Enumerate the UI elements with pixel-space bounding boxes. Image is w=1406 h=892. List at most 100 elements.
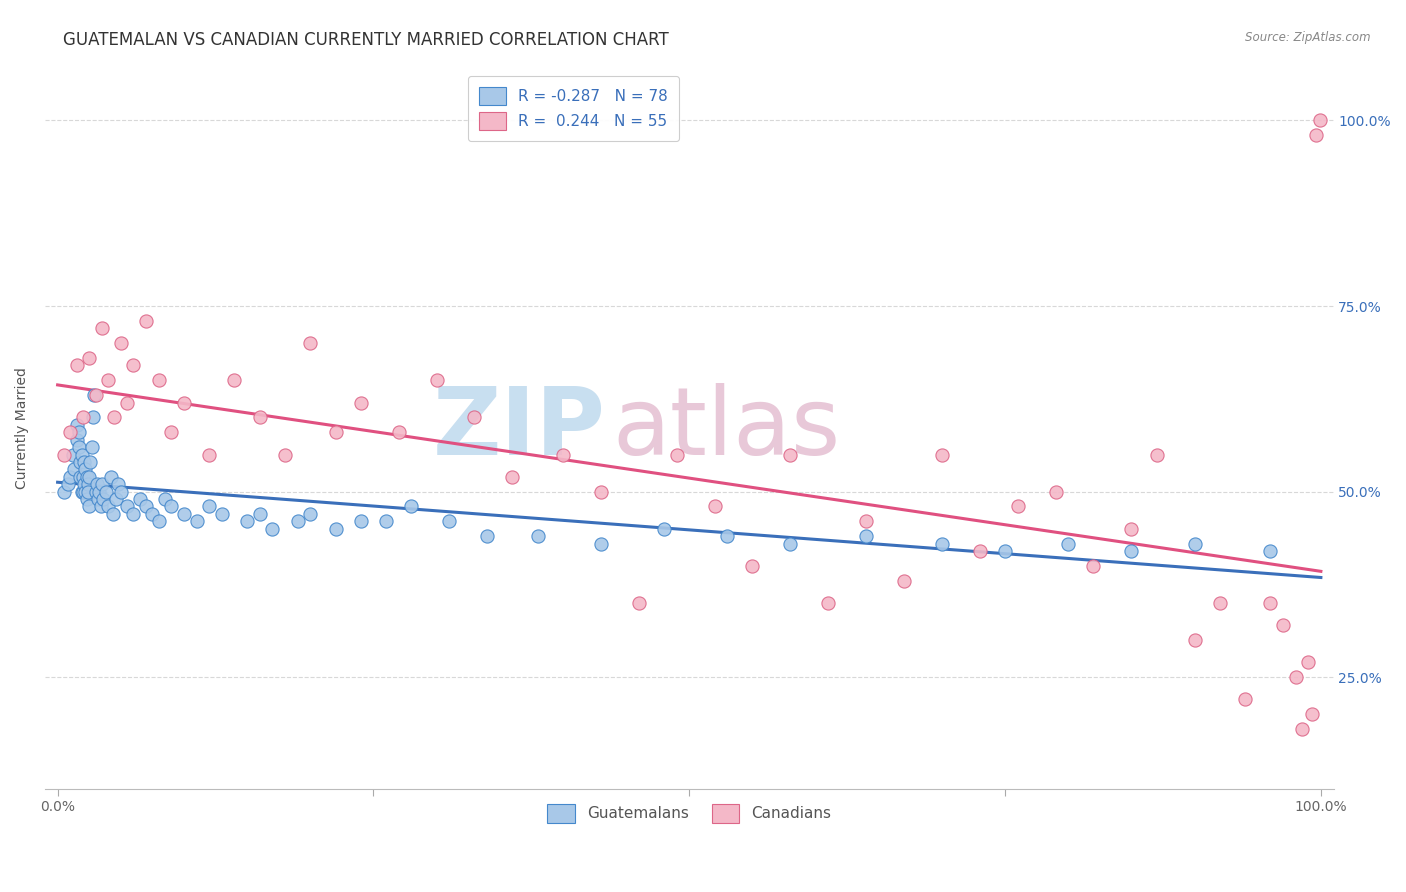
Point [75,484,97,499]
Point [931,536,953,550]
Point [1121,544,1143,558]
Text: ZIP: ZIP [433,383,606,475]
Point [274,448,297,462]
Point [52,448,75,462]
Point [115,395,138,409]
Point [69,469,91,483]
Point [70,448,93,462]
Point [148,373,170,387]
Point [97,500,120,514]
Y-axis label: Currently Married: Currently Married [15,368,30,490]
Point [87,491,110,506]
Point [249,507,271,521]
Point [73,477,96,491]
Point [1007,500,1029,514]
Point [1121,522,1143,536]
Point [1184,536,1206,550]
Point [160,500,183,514]
Point [299,507,322,521]
Point [426,373,449,387]
Point [153,491,176,506]
Point [79,455,101,469]
Point [100,469,122,483]
Point [69,455,91,469]
Point [1209,596,1232,610]
Point [186,514,208,528]
Point [107,477,129,491]
Point [375,514,398,528]
Point [1296,656,1319,670]
Point [77,477,100,491]
Point [56,477,79,491]
Point [77,351,100,365]
Point [627,596,650,610]
Point [855,514,877,528]
Point [59,469,82,483]
Point [931,448,953,462]
Point [91,491,114,506]
Point [1045,484,1067,499]
Point [665,448,688,462]
Point [439,514,461,528]
Point [103,507,125,521]
Point [52,484,75,499]
Point [1234,692,1257,706]
Point [148,514,170,528]
Point [77,500,100,514]
Point [84,484,107,499]
Point [141,507,163,521]
Point [703,500,725,514]
Text: Source: ZipAtlas.com: Source: ZipAtlas.com [1246,31,1371,45]
Point [1260,596,1282,610]
Point [779,448,801,462]
Point [589,536,612,550]
Point [741,558,763,573]
Point [72,484,94,499]
Point [135,500,157,514]
Point [80,440,103,454]
Point [463,410,485,425]
Point [90,321,112,335]
Point [994,544,1017,558]
Point [110,336,132,351]
Point [135,314,157,328]
Point [90,500,112,514]
Point [198,500,221,514]
Point [287,514,309,528]
Point [94,484,117,499]
Point [652,522,675,536]
Point [173,395,195,409]
Point [198,448,221,462]
Point [716,529,738,543]
Point [82,410,104,425]
Point [90,477,112,491]
Point [77,484,100,499]
Point [75,462,97,476]
Point [70,484,93,499]
Point [63,462,86,476]
Text: GUATEMALAN VS CANADIAN CURRENTLY MARRIED CORRELATION CHART: GUATEMALAN VS CANADIAN CURRENTLY MARRIED… [63,31,669,49]
Point [103,410,125,425]
Point [65,359,87,373]
Point [59,425,82,440]
Point [160,425,183,440]
Point [67,440,90,454]
Point [1184,633,1206,648]
Point [76,491,98,506]
Point [86,477,108,491]
Point [893,574,915,588]
Point [97,373,120,387]
Point [211,507,233,521]
Point [388,425,411,440]
Point [855,529,877,543]
Point [299,336,322,351]
Text: atlas: atlas [612,383,841,475]
Point [350,395,373,409]
Point [817,596,839,610]
Point [551,448,574,462]
Point [325,522,347,536]
Point [526,529,548,543]
Point [67,425,90,440]
Point [262,522,284,536]
Point [501,469,523,483]
